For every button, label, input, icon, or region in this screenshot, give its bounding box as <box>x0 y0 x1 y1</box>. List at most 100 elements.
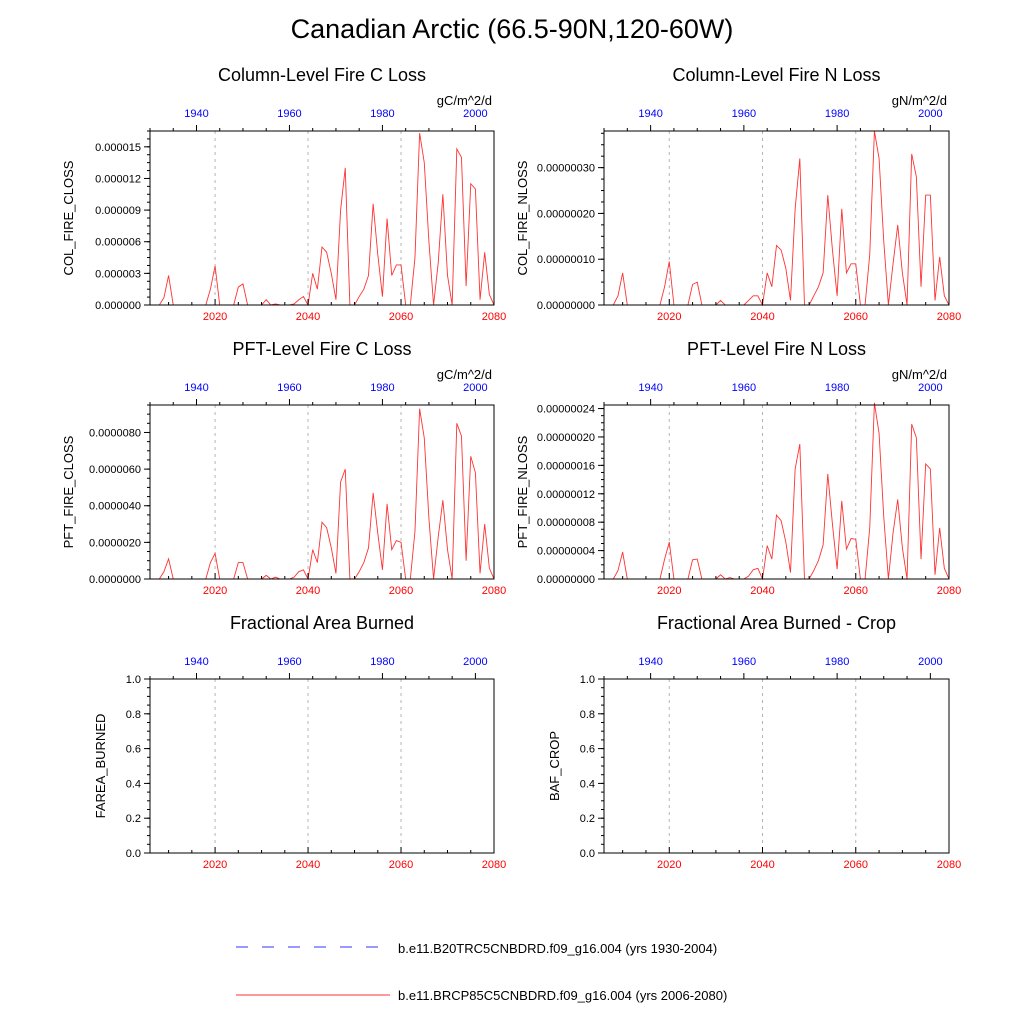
y-tick-label: 0.0000080 <box>89 427 141 439</box>
plot-frame <box>603 130 950 306</box>
units-label: gN/m^2/d <box>892 93 947 108</box>
x-top-tick-label: 1960 <box>277 656 301 668</box>
x-tick-label: 2060 <box>844 859 868 871</box>
x-top-tick-label: 1940 <box>184 382 208 394</box>
x-tick-label: 2040 <box>296 311 320 323</box>
x-top-tick-label: 1960 <box>277 382 301 394</box>
y-tick-label: 0.0000000 <box>89 574 141 586</box>
chart-title: PFT-Level Fire C Loss <box>232 339 411 359</box>
x-tick-label: 2060 <box>844 585 868 597</box>
chart-title: Column-Level Fire N Loss <box>672 65 880 85</box>
chart-fractional-area-burned: Fractional Area Burned 2020 2040 2060 2080 19… <box>93 613 506 871</box>
plot-frame <box>603 678 950 854</box>
y-tick-label: 0.000006 <box>95 237 141 249</box>
x-top-tick-label: 1980 <box>370 108 394 120</box>
y-tick-label: 0.4 <box>126 778 141 790</box>
y-tick-label: 0.00000010 <box>537 254 595 266</box>
x-tick-label: 2080 <box>937 859 961 871</box>
y-tick-label: 0.6 <box>580 744 595 756</box>
chart-title: Column-Level Fire C Loss <box>218 65 426 85</box>
y-tick-label: 0.6 <box>126 744 141 756</box>
y-tick-label: 0.00000000 <box>537 574 595 586</box>
x-top-tick-label: 1960 <box>732 108 756 120</box>
series-line-rcp85 <box>604 402 950 581</box>
x-top-tick-label: 1940 <box>184 656 208 668</box>
x-tick-label: 2080 <box>482 311 506 323</box>
y-tick-label: 0.00000020 <box>537 432 595 444</box>
x-top-tick-label: 1980 <box>825 656 849 668</box>
x-tick-label: 2080 <box>937 311 961 323</box>
plot-frame <box>603 404 950 580</box>
y-axis-label: PFT_FIRE_NLOSS <box>515 435 530 548</box>
x-top-tick-label: 1940 <box>638 656 662 668</box>
y-axis-label: PFT_FIRE_CLOSS <box>61 435 76 548</box>
x-top-tick-label: 1980 <box>370 656 394 668</box>
units-label: gN/m^2/d <box>892 367 947 382</box>
chart-title: Fractional Area Burned - Crop <box>657 613 896 633</box>
x-top-tick-label: 1960 <box>732 382 756 394</box>
x-top-tick-label: 2000 <box>918 108 942 120</box>
x-top-tick-label: 1960 <box>277 108 301 120</box>
x-tick-label: 2020 <box>203 311 227 323</box>
units-label: gC/m^2/d <box>437 93 492 108</box>
y-tick-label: 0.000015 <box>95 142 141 154</box>
x-tick-label: 2060 <box>844 311 868 323</box>
plot-frame <box>149 130 495 306</box>
chart-column-level-fire-n-loss: Column-Level Fire N Loss gN/m^2/d 2020 2040… <box>515 65 961 323</box>
chart-title: Fractional Area Burned <box>230 613 414 633</box>
y-tick-label: 0.00000016 <box>537 460 595 472</box>
x-top-tick-label: 1980 <box>370 382 394 394</box>
x-top-tick-label: 2000 <box>918 656 942 668</box>
chart-fractional-area-burned-crop: Fractional Area Burned - Crop 2020 2040 206… <box>547 613 961 871</box>
y-axis-label: FAREA_BURNED <box>93 714 108 819</box>
x-tick-label: 2080 <box>482 859 506 871</box>
y-tick-label: 0.00000020 <box>537 208 595 220</box>
x-tick-label: 2040 <box>750 859 774 871</box>
x-top-tick-label: 1940 <box>638 382 662 394</box>
y-tick-label: 0.0000020 <box>89 537 141 549</box>
plot-frame <box>149 404 495 580</box>
x-tick-label: 2060 <box>389 585 413 597</box>
x-tick-label: 2080 <box>937 585 961 597</box>
chart-pft-level-fire-c-loss: PFT-Level Fire C Loss gC/m^2/d 2020 2040 206… <box>61 339 506 597</box>
plot-frame <box>149 678 495 854</box>
x-top-tick-label: 1940 <box>638 108 662 120</box>
x-tick-label: 2040 <box>296 585 320 597</box>
y-tick-label: 0.000012 <box>95 173 141 185</box>
x-tick-label: 2020 <box>203 859 227 871</box>
x-tick-label: 2020 <box>203 585 227 597</box>
y-tick-label: 1.0 <box>580 674 595 686</box>
x-tick-label: 2060 <box>389 311 413 323</box>
y-axis-label: COL_FIRE_NLOSS <box>515 160 530 275</box>
x-top-tick-label: 1980 <box>825 382 849 394</box>
series-line-rcp85 <box>604 130 950 307</box>
x-top-tick-label: 1940 <box>184 108 208 120</box>
y-axis-label: BAF_CROP <box>547 731 562 801</box>
y-tick-label: 0.00000004 <box>537 546 595 558</box>
page-title: Canadian Arctic (66.5-90N,120-60W) <box>290 14 734 44</box>
series-line-rcp85 <box>150 408 495 581</box>
x-tick-label: 2020 <box>657 585 681 597</box>
x-tick-label: 2080 <box>482 585 506 597</box>
x-tick-label: 2020 <box>657 311 681 323</box>
y-tick-label: 0.000003 <box>95 268 141 280</box>
x-top-tick-label: 2000 <box>918 382 942 394</box>
y-tick-label: 0.00000030 <box>537 163 595 175</box>
y-tick-label: 0.00000012 <box>537 489 595 501</box>
y-tick-label: 0.00000000 <box>537 300 595 312</box>
y-tick-label: 0.0000060 <box>89 464 141 476</box>
chart-pft-level-fire-n-loss: PFT-Level Fire N Loss gN/m^2/d 2020 2040 206… <box>515 339 961 597</box>
chart-title: PFT-Level Fire N Loss <box>687 339 866 359</box>
x-top-tick-label: 1980 <box>825 108 849 120</box>
series-line-rcp85 <box>150 133 495 307</box>
y-tick-label: 1.0 <box>126 674 141 686</box>
y-tick-label: 0.0 <box>126 848 141 860</box>
y-tick-label: 0.8 <box>126 709 141 721</box>
units-label: gC/m^2/d <box>437 367 492 382</box>
x-tick-label: 2040 <box>750 311 774 323</box>
y-axis-label: COL_FIRE_CLOSS <box>61 160 76 275</box>
y-tick-label: 0.8 <box>580 709 595 721</box>
x-tick-label: 2060 <box>389 859 413 871</box>
x-tick-label: 2040 <box>296 859 320 871</box>
y-tick-label: 0.000000 <box>95 300 141 312</box>
